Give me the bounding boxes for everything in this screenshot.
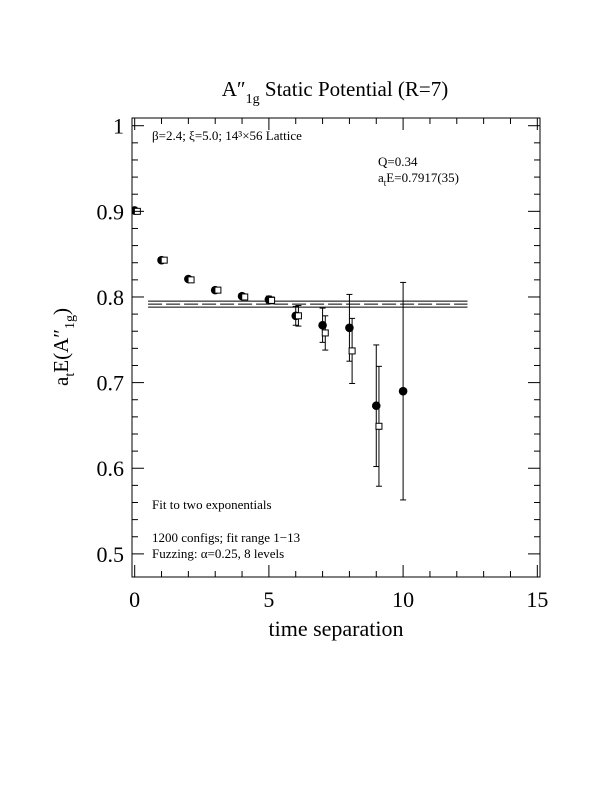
x-tick-label: 15 bbox=[526, 587, 548, 612]
x-tick-label: 0 bbox=[129, 587, 140, 612]
point bbox=[321, 329, 329, 337]
annotation: Q=0.34 bbox=[378, 154, 418, 169]
y-tick-label: 0.5 bbox=[97, 542, 125, 567]
annotation: Fit to two exponentials bbox=[152, 497, 272, 512]
point bbox=[294, 312, 302, 320]
point bbox=[345, 323, 354, 333]
point bbox=[241, 293, 249, 301]
y-tick-label: 0.7 bbox=[97, 371, 125, 396]
y-tick-label: 1 bbox=[113, 114, 124, 139]
annotation: Fuzzing: α=0.25, 8 levels bbox=[152, 546, 284, 561]
x-tick-label: 5 bbox=[263, 587, 274, 612]
chart-title: A″1g Static Potential (R=7) bbox=[222, 77, 449, 107]
point bbox=[318, 320, 327, 330]
point bbox=[268, 296, 276, 304]
x-axis-label: time separation bbox=[268, 616, 403, 641]
plot-area bbox=[132, 206, 468, 501]
y-axis-label: atE(A″1g) bbox=[49, 308, 78, 386]
point bbox=[214, 286, 222, 294]
y-tick-label: 0.6 bbox=[97, 456, 125, 481]
annotation: atE=0.7917(35) bbox=[378, 170, 459, 188]
x-tick-label: 10 bbox=[392, 587, 414, 612]
point bbox=[398, 386, 408, 396]
annotation: 1200 configs; fit range 1−13 bbox=[152, 530, 300, 545]
y-tick-label: 0.9 bbox=[97, 199, 125, 224]
point bbox=[348, 347, 356, 355]
point bbox=[160, 256, 168, 264]
annotation: β=2.4; ξ=5.0; 14³×56 Lattice bbox=[152, 128, 302, 143]
plot-frame bbox=[131, 117, 541, 578]
point bbox=[375, 422, 383, 430]
point bbox=[187, 276, 195, 284]
point bbox=[371, 401, 381, 411]
y-tick-label: 0.8 bbox=[97, 285, 125, 310]
